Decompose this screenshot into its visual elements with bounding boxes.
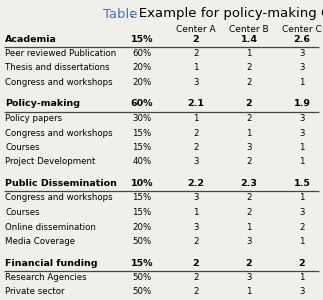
Text: Center B: Center B <box>229 25 269 34</box>
Text: 2.6: 2.6 <box>294 34 310 43</box>
Text: 20%: 20% <box>132 64 151 73</box>
Text: 1.9: 1.9 <box>294 100 310 109</box>
Text: Online dissemination: Online dissemination <box>5 223 96 232</box>
Text: Congress and workshops: Congress and workshops <box>5 78 113 87</box>
Text: 1: 1 <box>193 208 199 217</box>
Text: 3: 3 <box>246 273 252 282</box>
Text: Courses: Courses <box>5 143 40 152</box>
Text: Media Coverage: Media Coverage <box>5 237 75 246</box>
Text: 2: 2 <box>246 259 252 268</box>
Text: 2: 2 <box>299 259 305 268</box>
Text: 1: 1 <box>246 223 252 232</box>
Text: 3: 3 <box>246 237 252 246</box>
Text: Table: Table <box>103 8 138 20</box>
Text: 3: 3 <box>299 128 305 137</box>
Text: 2.2: 2.2 <box>187 179 204 188</box>
Text: Policy-making: Policy-making <box>5 100 80 109</box>
Text: 2: 2 <box>246 114 252 123</box>
Text: 1: 1 <box>246 49 252 58</box>
Text: 1: 1 <box>299 158 305 166</box>
Text: 1: 1 <box>299 143 305 152</box>
Text: 50%: 50% <box>132 273 151 282</box>
Text: 2: 2 <box>246 64 252 73</box>
Text: 3: 3 <box>299 287 305 296</box>
Text: 2: 2 <box>193 259 199 268</box>
Text: 1: 1 <box>299 194 305 202</box>
Text: 3: 3 <box>246 143 252 152</box>
Text: 2.3: 2.3 <box>241 179 257 188</box>
Text: 3: 3 <box>299 49 305 58</box>
Text: 3: 3 <box>299 208 305 217</box>
Text: 2: 2 <box>299 223 305 232</box>
Text: 2: 2 <box>193 143 199 152</box>
Text: 1: 1 <box>193 114 199 123</box>
Text: Financial funding: Financial funding <box>5 259 98 268</box>
Text: 20%: 20% <box>132 223 151 232</box>
Text: 2: 2 <box>193 34 199 43</box>
Text: 2: 2 <box>193 237 199 246</box>
Text: 1: 1 <box>193 64 199 73</box>
Text: 15%: 15% <box>131 34 153 43</box>
Text: Congress and workshops: Congress and workshops <box>5 194 113 202</box>
Text: 2: 2 <box>246 194 252 202</box>
Text: 2: 2 <box>246 208 252 217</box>
Text: 15%: 15% <box>132 194 151 202</box>
Text: 3: 3 <box>193 78 199 87</box>
Text: 15%: 15% <box>132 143 151 152</box>
Text: 2: 2 <box>193 128 199 137</box>
Text: 2: 2 <box>193 273 199 282</box>
Text: Project Development: Project Development <box>5 158 95 166</box>
Text: 1: 1 <box>299 273 305 282</box>
Text: Center A: Center A <box>176 25 216 34</box>
Text: 3: 3 <box>193 223 199 232</box>
Text: 1.5: 1.5 <box>294 179 310 188</box>
Text: Research Agencies: Research Agencies <box>5 273 87 282</box>
Text: Center C: Center C <box>282 25 322 34</box>
Text: Courses: Courses <box>5 208 40 217</box>
Text: 1: 1 <box>246 128 252 137</box>
Text: 2: 2 <box>193 287 199 296</box>
Text: Thesis and dissertations: Thesis and dissertations <box>5 64 109 73</box>
Text: 3: 3 <box>299 64 305 73</box>
Text: 40%: 40% <box>132 158 151 166</box>
Text: 2: 2 <box>246 100 252 109</box>
Text: 15%: 15% <box>132 128 151 137</box>
Text: Academia: Academia <box>5 34 57 43</box>
Text: 15%: 15% <box>132 208 151 217</box>
Text: 15%: 15% <box>131 259 153 268</box>
Text: 1: 1 <box>246 287 252 296</box>
Text: Congress and workshops: Congress and workshops <box>5 128 113 137</box>
Text: 50%: 50% <box>132 237 151 246</box>
Text: 2.1: 2.1 <box>187 100 204 109</box>
Text: 20%: 20% <box>132 78 151 87</box>
Text: 3: 3 <box>193 194 199 202</box>
Text: 3: 3 <box>193 158 199 166</box>
Text: 30%: 30% <box>132 114 151 123</box>
Text: 2: 2 <box>193 49 199 58</box>
Text: 2: 2 <box>246 78 252 87</box>
Text: 60%: 60% <box>132 49 151 58</box>
Text: 60%: 60% <box>131 100 153 109</box>
Text: : Example for policy-making Centers: : Example for policy-making Centers <box>126 8 323 20</box>
Text: 1: 1 <box>299 237 305 246</box>
Text: 50%: 50% <box>132 287 151 296</box>
Text: Policy papers: Policy papers <box>5 114 62 123</box>
Text: 1.4: 1.4 <box>241 34 257 43</box>
Text: Peer reviewed Publication: Peer reviewed Publication <box>5 49 116 58</box>
Text: 2: 2 <box>246 158 252 166</box>
Text: 10%: 10% <box>131 179 153 188</box>
Text: 3: 3 <box>299 114 305 123</box>
Text: Private sector: Private sector <box>5 287 65 296</box>
Text: Public Dissemination: Public Dissemination <box>5 179 117 188</box>
Text: 1: 1 <box>299 78 305 87</box>
